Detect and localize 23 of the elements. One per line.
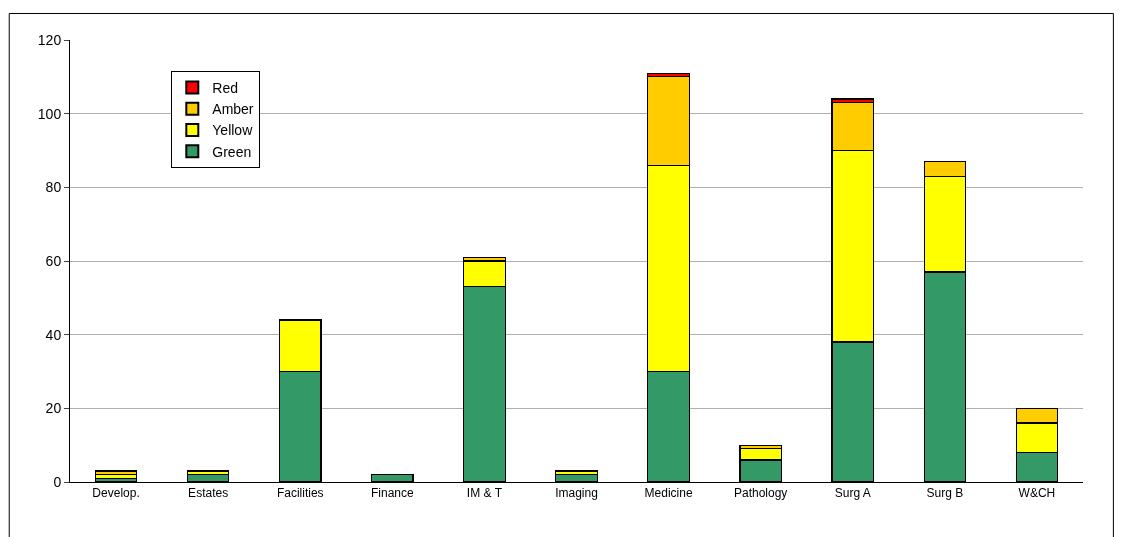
y-tick-label: 40 [45,326,62,343]
x-tick-label: Finance [370,486,414,501]
legend-label: Green [212,143,252,160]
y-tick-label: 100 [37,105,62,122]
x-tick-label: Imaging [555,486,598,501]
x-tick-label: IM & T [466,486,503,501]
x-tick-label: Surg A [834,486,871,501]
x-tick-label: Facilities [276,486,324,501]
x-tick-label: W&CH [1018,486,1056,501]
bar [94,470,138,476]
x-tick-label: Surg B [926,486,964,501]
legend-label: Yellow [212,122,254,139]
x-tick-label: Develop. [92,486,140,501]
legend-label: Red [212,80,238,96]
x-tick-label: Medicine [644,486,693,501]
legend-label: Amber [212,101,254,118]
y-tick-label: 120 [37,31,62,48]
x-tick-label: Estates [188,486,229,501]
y-tick-label: 0 [53,473,62,490]
y-tick-label: 80 [45,179,62,196]
x-tick-label: Pathology [733,486,788,501]
y-tick-label: 20 [45,400,62,417]
y-tick-label: 60 [45,252,62,269]
